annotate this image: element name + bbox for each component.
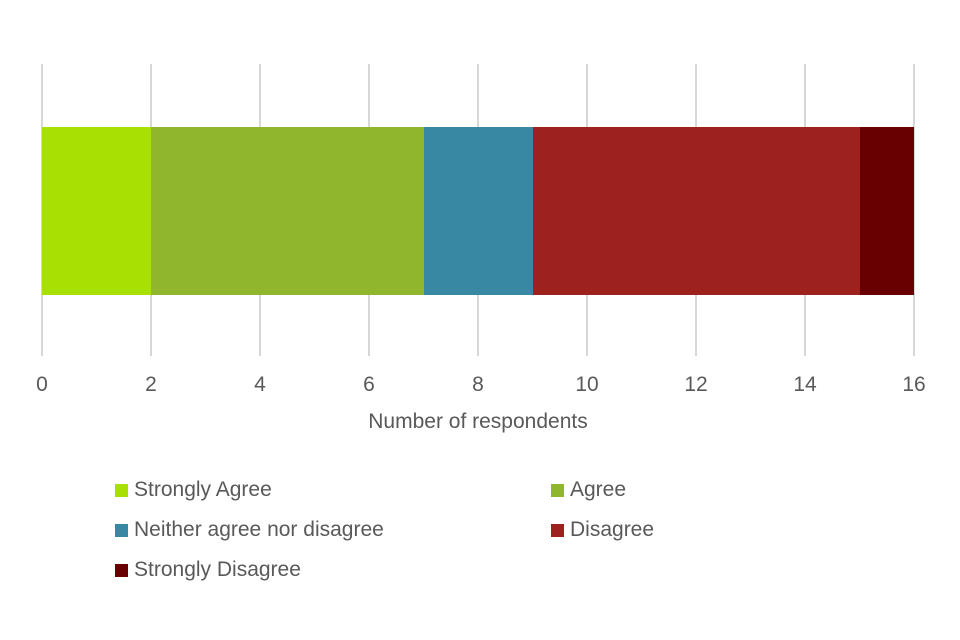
legend-label: Agree: [570, 478, 627, 501]
bar-segment-strongly-disagree: [859, 127, 914, 295]
x-tick-label: 12: [684, 373, 708, 396]
x-tick-label: 16: [902, 373, 926, 396]
stacked-bar: [42, 127, 914, 295]
x-axis-title: Number of respondents: [368, 410, 588, 433]
legend-swatch-icon: [115, 563, 128, 577]
legend-item-agree: Agree: [551, 470, 654, 510]
legend-swatch-icon: [115, 523, 128, 537]
legend-item-strongly-agree: Strongly Agree: [115, 470, 551, 510]
x-tick-label: 2: [145, 373, 157, 396]
x-tick-label: 10: [575, 373, 599, 396]
legend-label: Neither agree nor disagree: [134, 518, 384, 541]
x-tick-label: 8: [472, 373, 484, 396]
legend-label: Strongly Disagree: [134, 558, 301, 581]
legend-item-disagree: Disagree: [551, 510, 654, 550]
x-tick-label: 4: [254, 373, 266, 396]
gridline: [913, 64, 915, 356]
plot-area: 0 2 4 6 8 10 12 14 16 Number of respondents: [36, 0, 926, 640]
x-axis-ticks: 0 2 4 6 8 10 12 14 16: [36, 371, 926, 399]
legend-label: Disagree: [570, 518, 655, 541]
bar-segment-disagree: [532, 127, 860, 295]
legend-swatch-icon: [551, 523, 564, 537]
x-tick-label: 14: [793, 373, 817, 396]
legend-swatch-icon: [551, 483, 564, 497]
legend-item-strongly-disagree: Strongly Disagree: [115, 550, 551, 590]
bar-segment-strongly-agree: [42, 127, 151, 295]
x-tick-label: 6: [363, 373, 375, 396]
legend-swatch-icon: [115, 483, 128, 497]
legend-label: Strongly Agree: [134, 478, 272, 501]
legend: Strongly Agree Agree Neither agree nor dis…: [115, 470, 654, 590]
x-tick-label: 0: [36, 373, 48, 396]
bar-segment-agree: [151, 127, 424, 295]
bar-segment-neither-agree-nor-disagree: [423, 127, 533, 295]
legend-item-neither-agree-nor-disagree: Neither agree nor disagree: [115, 510, 551, 550]
